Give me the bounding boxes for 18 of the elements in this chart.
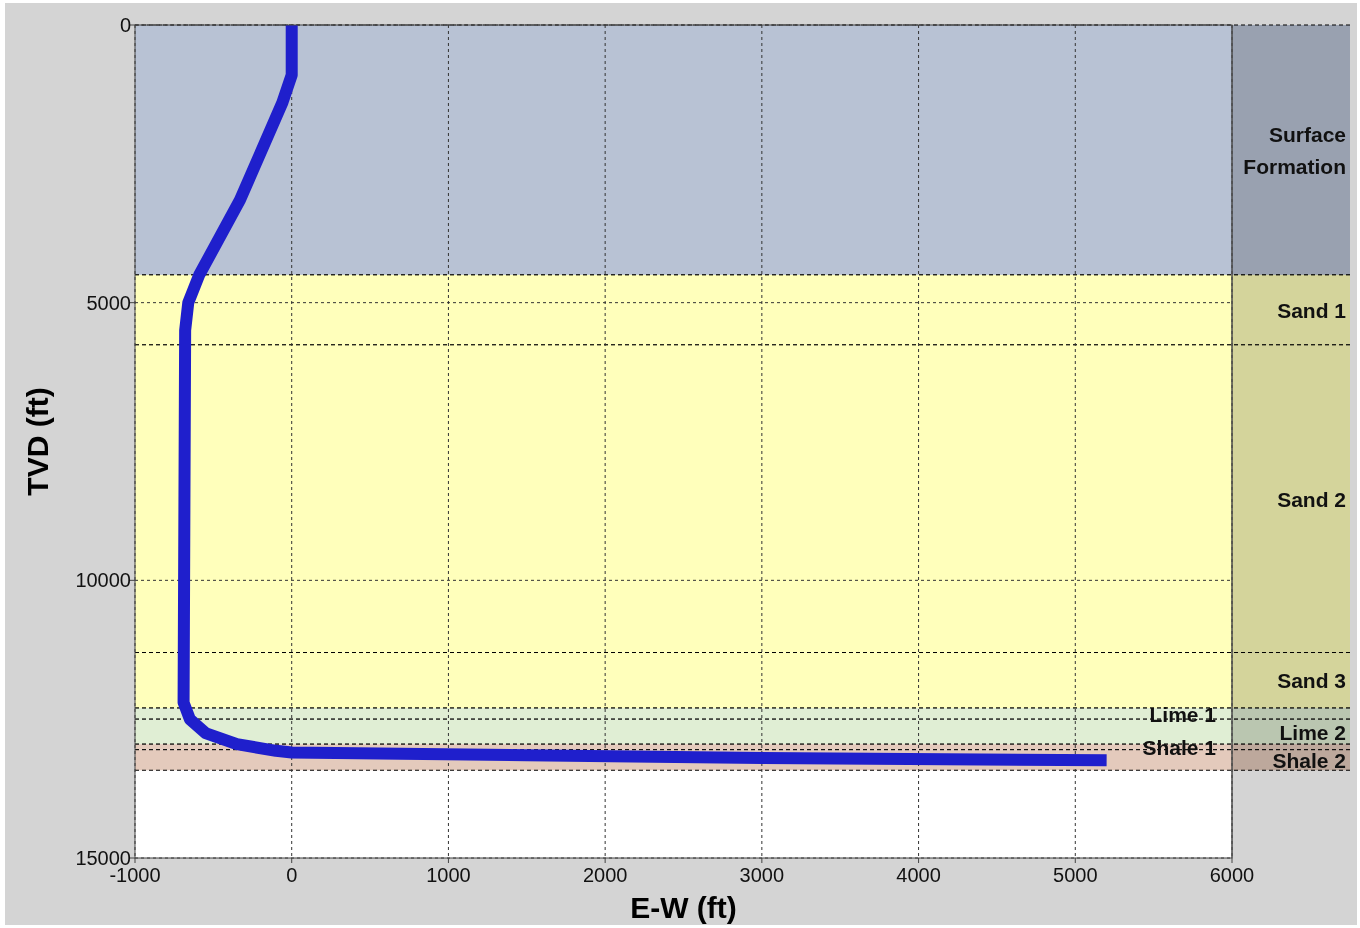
- x-axis-title: E-W (ft): [630, 891, 737, 924]
- x-tick-label: 4000: [896, 864, 941, 886]
- y-axis-title: TVD (ft): [21, 387, 54, 496]
- band-label: Shale 2: [1272, 748, 1346, 772]
- band-label: Sand 3: [1277, 668, 1346, 692]
- x-tick-label: 6000: [1209, 864, 1255, 886]
- x-tick-label: 1000: [426, 864, 471, 886]
- band-label: Sand 1: [1277, 298, 1347, 322]
- y-tick-label: 5000: [86, 291, 131, 314]
- x-tick-label: 2000: [582, 864, 628, 886]
- band-label: Surface Formation: [1243, 122, 1346, 178]
- y-tick-label: 0: [119, 14, 131, 36]
- x-tick-label: 5000: [1053, 864, 1098, 886]
- band-label: Lime 2: [1279, 720, 1346, 744]
- x-tick-label: 3000: [739, 864, 785, 886]
- y-tick-label: 10000: [75, 569, 131, 592]
- x-tick-label: 0: [286, 864, 298, 886]
- band-label: Sand 2: [1277, 487, 1346, 511]
